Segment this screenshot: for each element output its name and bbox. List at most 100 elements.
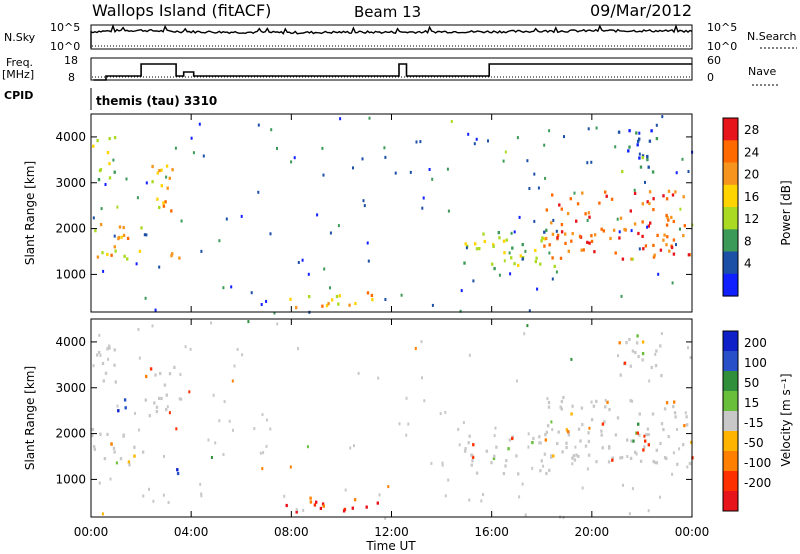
y-tick-label: 2000 (55, 427, 86, 441)
echo-cell (650, 365, 653, 370)
echo-cell (600, 433, 603, 437)
echo-cell (516, 136, 519, 140)
echo-cell (142, 494, 145, 498)
echo-cell (628, 145, 631, 149)
echo-cell (137, 328, 140, 331)
echo-cell (563, 135, 565, 139)
echo-cell (467, 132, 470, 136)
echo-cell (491, 262, 494, 266)
echo-cell (231, 379, 234, 383)
echo-cell (189, 347, 192, 351)
echo-cell (117, 237, 120, 241)
echo-cell (595, 399, 598, 403)
y-tick-label: 4000 (55, 335, 86, 349)
echo-cell (353, 498, 357, 502)
echo-cell (322, 504, 325, 508)
echo-cell (507, 447, 510, 451)
echo-cell (101, 512, 104, 516)
colorbar-tick-label: 100 (744, 356, 767, 370)
echo-cell (165, 164, 169, 168)
echo-cell (652, 255, 656, 259)
echo-cell (308, 295, 311, 299)
echo-cell (180, 219, 183, 223)
echo-cell (114, 249, 117, 253)
echo-cell (421, 376, 423, 380)
echo-cell (241, 353, 244, 357)
echo-cell (675, 171, 678, 175)
echo-cell (534, 260, 537, 264)
echo-cell (662, 194, 665, 198)
echo-cell (276, 147, 278, 150)
echo-cell (551, 232, 555, 236)
echo-cell (145, 374, 148, 379)
echo-cell (521, 243, 524, 247)
echo-cell (170, 254, 173, 258)
echo-cell (160, 396, 163, 401)
echo-cell (544, 438, 547, 442)
x-tick-label: 04:00 (174, 525, 209, 539)
colorbar-tick-label: 16 (744, 190, 759, 204)
echo-cell (362, 199, 365, 203)
echo-cell (498, 236, 501, 240)
echo-cell (644, 244, 648, 248)
echo-cell (136, 196, 139, 200)
echo-cell (265, 299, 268, 303)
echo-cell (623, 227, 626, 232)
echo-cell (106, 252, 109, 257)
echo-cell (633, 191, 637, 195)
echo-cell (663, 233, 666, 237)
echo-cell (656, 233, 659, 237)
echo-cell (493, 267, 496, 271)
echo-cell (628, 337, 631, 342)
echo-cell (166, 405, 169, 409)
echo-cell (133, 454, 136, 458)
echo-cell (485, 449, 488, 453)
echo-cell (637, 422, 640, 426)
echo-cell (104, 371, 108, 375)
echo-cell (158, 205, 161, 210)
echo-cell (667, 435, 670, 439)
echo-cell (518, 495, 521, 499)
echo-cell (335, 294, 339, 299)
power-panel-frame (90, 113, 693, 313)
echo-cell (600, 227, 603, 231)
echo-cell (628, 129, 631, 133)
cpid-label: CPID (4, 89, 33, 102)
echo-cell (566, 430, 570, 434)
echo-cell (103, 457, 107, 461)
echo-cell (145, 181, 148, 185)
echo-cell (524, 513, 527, 517)
echo-cell (441, 463, 444, 467)
echo-cell (565, 445, 568, 450)
velocity-y-ticks: 1000 2000 3000 4000 (55, 335, 692, 486)
echo-cell (240, 214, 243, 218)
echo-cell (571, 462, 574, 466)
echo-cell (660, 422, 664, 426)
colorbar-tick-label: 15 (744, 396, 759, 410)
echo-cell (560, 207, 563, 211)
echo-cell (92, 364, 95, 368)
echo-cell (313, 503, 317, 507)
colorbar-swatch (723, 118, 738, 141)
echo-cell (636, 143, 639, 147)
echo-cell (200, 494, 203, 498)
nsearch-label: N.Search (747, 30, 797, 43)
echo-cell (110, 253, 113, 257)
echo-cell (648, 139, 652, 143)
echo-cell (665, 223, 669, 227)
echo-cell (532, 436, 535, 441)
echo-cell (502, 159, 505, 163)
echo-cell (156, 171, 159, 175)
echo-cell (441, 461, 444, 465)
echo-cell (633, 188, 636, 192)
echo-cell (160, 184, 163, 188)
echo-cell (644, 180, 646, 184)
echo-cell (635, 131, 638, 135)
colorbar-swatch (723, 371, 738, 392)
echo-cell (543, 143, 546, 147)
echo-cell (647, 509, 650, 513)
echo-cell (581, 423, 584, 427)
echo-cell (655, 349, 658, 353)
echo-cell (384, 516, 387, 520)
echo-cell (688, 461, 692, 466)
